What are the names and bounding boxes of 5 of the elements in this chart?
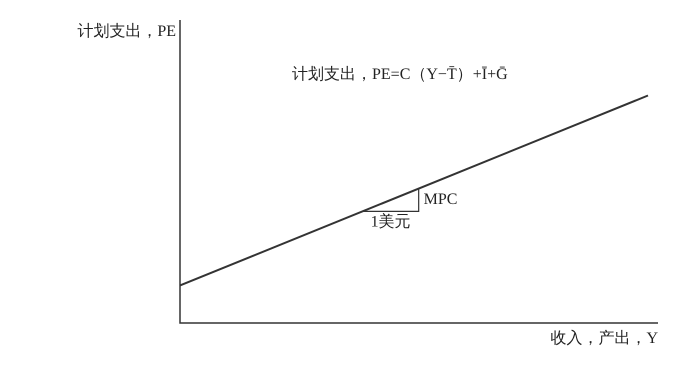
annotation: MPC [424, 191, 458, 208]
text: 计划支出，PE=C（Y−T̄）+Ī+Ḡ [292, 65, 508, 84]
y-axis-title: 计划支出，PE [77, 22, 176, 40]
x-axis-title: 收入，产出，Y [550, 329, 658, 348]
annotation: 1美元 [370, 212, 411, 231]
